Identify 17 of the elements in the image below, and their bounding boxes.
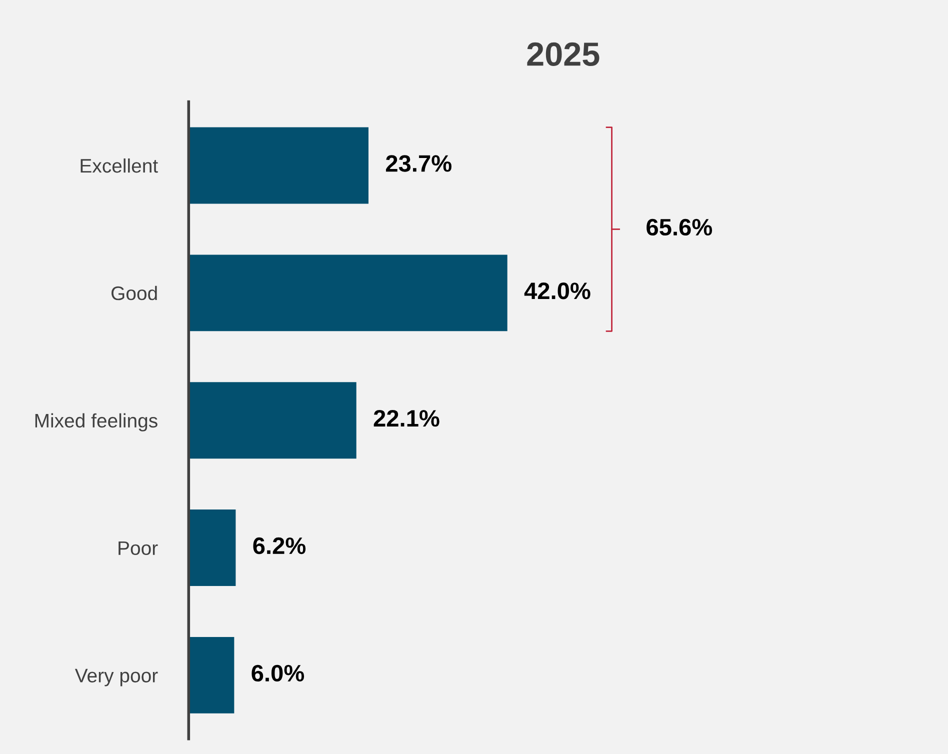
- chart-title: 2025: [527, 42, 600, 66]
- bar: [188, 127, 368, 204]
- data-label: 22.1%: [374, 410, 440, 427]
- bar: [188, 510, 236, 586]
- data-label: 23.7%: [386, 155, 452, 172]
- data-label: 6.0%: [252, 664, 304, 682]
- y-tick-label: Excellent: [80, 158, 158, 173]
- data-label: 6.2%: [253, 537, 306, 554]
- bar: [188, 636, 234, 714]
- data-label: 42.0%: [524, 282, 590, 300]
- y-tick-label: Mixed feelings: [35, 413, 158, 432]
- y-tick-label: Good: [112, 286, 157, 300]
- y-tick-label: Very poor: [74, 668, 158, 686]
- text: 65.6%: [646, 218, 712, 236]
- bar: [188, 254, 508, 332]
- y-tick-label: Poor: [118, 541, 158, 556]
- bar: [188, 382, 356, 459]
